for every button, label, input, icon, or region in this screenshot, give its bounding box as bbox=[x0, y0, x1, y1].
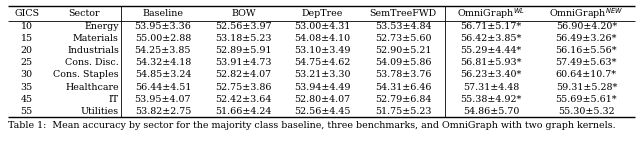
Text: 53.53±4.84: 53.53±4.84 bbox=[375, 22, 431, 31]
Text: Sector: Sector bbox=[68, 9, 99, 18]
Text: 52.56±3.97: 52.56±3.97 bbox=[215, 22, 272, 31]
Text: 54.32±4.18: 54.32±4.18 bbox=[135, 58, 191, 67]
Text: GICS: GICS bbox=[14, 9, 39, 18]
Text: 10: 10 bbox=[20, 22, 33, 31]
Text: 35: 35 bbox=[20, 83, 33, 91]
Text: 52.56±4.45: 52.56±4.45 bbox=[294, 107, 351, 116]
Text: 53.10±3.49: 53.10±3.49 bbox=[294, 46, 351, 55]
Text: 25: 25 bbox=[20, 58, 33, 67]
Text: SemTreeFWD: SemTreeFWD bbox=[369, 9, 436, 18]
Text: 59.31±5.28*: 59.31±5.28* bbox=[556, 83, 617, 91]
Text: Utilities: Utilities bbox=[81, 107, 119, 116]
Text: 54.85±3.24: 54.85±3.24 bbox=[134, 70, 191, 80]
Text: 56.81±5.93*: 56.81±5.93* bbox=[461, 58, 522, 67]
Text: 54.75±4.62: 54.75±4.62 bbox=[294, 58, 351, 67]
Text: 52.90±5.21: 52.90±5.21 bbox=[375, 46, 431, 55]
Text: 52.89±5.91: 52.89±5.91 bbox=[216, 46, 272, 55]
Text: IT: IT bbox=[109, 95, 119, 104]
Text: OmniGraph$^{WL}$: OmniGraph$^{WL}$ bbox=[458, 6, 525, 20]
Text: 54.08±4.10: 54.08±4.10 bbox=[294, 34, 350, 43]
Text: BOW: BOW bbox=[231, 9, 256, 18]
Text: 53.78±3.76: 53.78±3.76 bbox=[375, 70, 431, 80]
Text: 54.31±6.46: 54.31±6.46 bbox=[375, 83, 431, 91]
Text: 55.00±2.88: 55.00±2.88 bbox=[135, 34, 191, 43]
Text: 56.71±5.17*: 56.71±5.17* bbox=[461, 22, 522, 31]
Text: 52.80±4.07: 52.80±4.07 bbox=[294, 95, 350, 104]
Text: 52.75±3.86: 52.75±3.86 bbox=[216, 83, 272, 91]
Text: Energy: Energy bbox=[84, 22, 119, 31]
Text: OmniGraph$^{NEW}$: OmniGraph$^{NEW}$ bbox=[549, 6, 623, 20]
Text: 53.82±2.75: 53.82±2.75 bbox=[134, 107, 191, 116]
Text: DepTree: DepTree bbox=[301, 9, 343, 18]
Text: 57.49±5.63*: 57.49±5.63* bbox=[556, 58, 617, 67]
Text: 30: 30 bbox=[20, 70, 33, 80]
Text: 53.94±4.49: 53.94±4.49 bbox=[294, 83, 351, 91]
Text: 15: 15 bbox=[20, 34, 33, 43]
Text: 56.44±4.51: 56.44±4.51 bbox=[134, 83, 191, 91]
Text: 53.21±3.30: 53.21±3.30 bbox=[294, 70, 351, 80]
Text: 54.86±5.70: 54.86±5.70 bbox=[463, 107, 520, 116]
Text: 53.18±5.23: 53.18±5.23 bbox=[216, 34, 272, 43]
Text: Materials: Materials bbox=[73, 34, 119, 43]
Text: 52.42±3.64: 52.42±3.64 bbox=[216, 95, 272, 104]
Text: 60.64±10.7*: 60.64±10.7* bbox=[556, 70, 617, 80]
Text: 55.38±4.92*: 55.38±4.92* bbox=[461, 95, 522, 104]
Text: 57.31±4.48: 57.31±4.48 bbox=[463, 83, 520, 91]
Text: 56.16±5.56*: 56.16±5.56* bbox=[556, 46, 617, 55]
Text: Baseline: Baseline bbox=[142, 9, 184, 18]
Text: 52.79±6.84: 52.79±6.84 bbox=[375, 95, 431, 104]
Text: 56.90±4.20*: 56.90±4.20* bbox=[556, 22, 617, 31]
Text: 45: 45 bbox=[20, 95, 33, 104]
Text: 55.30±5.32: 55.30±5.32 bbox=[558, 107, 615, 116]
Text: 56.42±3.85*: 56.42±3.85* bbox=[461, 34, 522, 43]
Text: 53.95±3.36: 53.95±3.36 bbox=[134, 22, 191, 31]
Text: Industrials: Industrials bbox=[67, 46, 119, 55]
Text: Healthcare: Healthcare bbox=[65, 83, 119, 91]
Text: 55.69±5.61*: 55.69±5.61* bbox=[556, 95, 617, 104]
Text: 53.91±4.73: 53.91±4.73 bbox=[216, 58, 272, 67]
Text: Cons. Staples: Cons. Staples bbox=[53, 70, 119, 80]
Text: 51.75±5.23: 51.75±5.23 bbox=[375, 107, 431, 116]
Text: Cons. Disc.: Cons. Disc. bbox=[65, 58, 119, 67]
Text: 52.82±4.07: 52.82±4.07 bbox=[216, 70, 272, 80]
Text: Table 1:  Mean accuracy by sector for the majority class baseline, three benchma: Table 1: Mean accuracy by sector for the… bbox=[8, 121, 615, 130]
Text: 56.23±3.40*: 56.23±3.40* bbox=[461, 70, 522, 80]
Text: 20: 20 bbox=[20, 46, 33, 55]
Text: 51.66±4.24: 51.66±4.24 bbox=[216, 107, 272, 116]
Text: 55.29±4.44*: 55.29±4.44* bbox=[461, 46, 522, 55]
Text: 53.00±4.31: 53.00±4.31 bbox=[294, 22, 351, 31]
Text: 52.73±5.60: 52.73±5.60 bbox=[375, 34, 431, 43]
Text: 56.49±3.26*: 56.49±3.26* bbox=[556, 34, 617, 43]
Text: 55: 55 bbox=[20, 107, 33, 116]
Text: 54.09±5.86: 54.09±5.86 bbox=[375, 58, 431, 67]
Text: 53.95±4.07: 53.95±4.07 bbox=[134, 95, 191, 104]
Text: 54.25±3.85: 54.25±3.85 bbox=[134, 46, 191, 55]
